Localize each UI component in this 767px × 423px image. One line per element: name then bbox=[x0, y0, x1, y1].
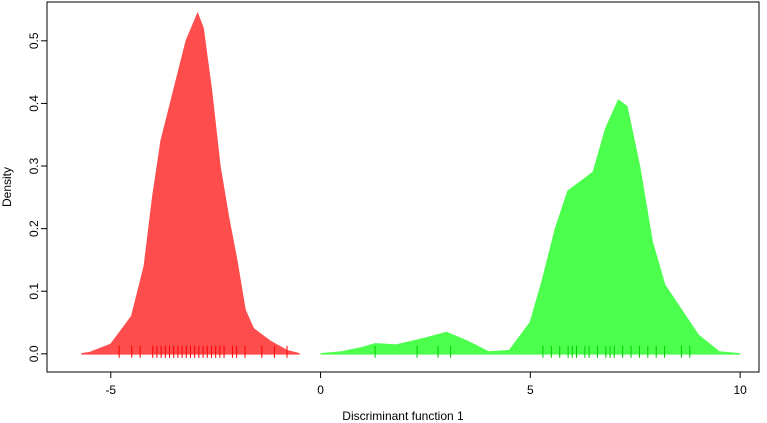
y-tick-label: 0.1 bbox=[27, 283, 41, 300]
y-tick-label: 0.2 bbox=[27, 220, 41, 237]
x-tick-label: 10 bbox=[733, 383, 747, 397]
y-axis-title: Density bbox=[0, 167, 14, 207]
x-axis-title: Discriminant function 1 bbox=[342, 409, 464, 423]
y-tick-label: 0.0 bbox=[27, 345, 41, 362]
x-tick-label: 0 bbox=[317, 383, 324, 397]
density-area bbox=[320, 99, 741, 355]
y-tick-label: 0.5 bbox=[27, 32, 41, 49]
density-area bbox=[81, 11, 300, 355]
y-tick-label: 0.4 bbox=[27, 95, 41, 112]
x-tick-label: 5 bbox=[527, 383, 534, 397]
x-tick-label: -5 bbox=[105, 383, 116, 397]
y-tick-label: 0.3 bbox=[27, 157, 41, 174]
